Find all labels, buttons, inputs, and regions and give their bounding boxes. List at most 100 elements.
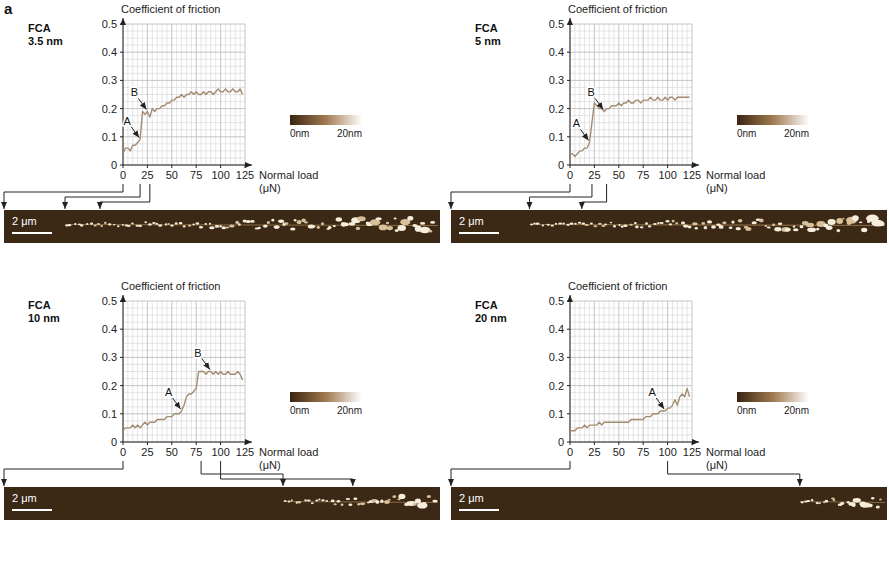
minor-grid [570,157,692,158]
wear-particle [267,221,270,224]
wear-particle [356,227,360,230]
y-axis-title: Coefficient of friction [568,3,667,15]
x-tick [692,442,693,445]
x-axis [570,165,699,166]
wear-features [283,494,438,509]
wear-particle [704,226,708,229]
wear-particle [360,502,365,505]
wear-particle [618,224,620,226]
wear-particle [348,503,352,506]
wear-particle [407,501,417,506]
x-axis-title: Normal load(μN) [259,169,318,194]
y-tick-label: 0.4 [549,323,564,335]
minor-grid [570,122,692,123]
grid-line [570,80,692,81]
annotation-arrow [138,98,146,109]
position-arrow [451,461,570,486]
wear-particle [311,502,314,504]
y-axis [123,295,124,442]
grid-line [570,108,692,109]
x-axis-title: Normal load(μN) [259,446,318,471]
wear-particle [419,227,430,234]
minor-grid [570,129,692,130]
wear-particle [816,228,819,231]
minor-grid [570,322,692,323]
x-tick-label: 100 [211,169,229,181]
wear-particle [104,222,107,224]
grid-line [692,301,693,442]
wear-particle [113,224,115,226]
x-axis [123,165,252,166]
y-tick [567,385,570,386]
minor-grid [123,434,245,435]
x-tick [245,165,246,168]
wear-particle [811,499,814,501]
y-tick [567,413,570,414]
grid-line [123,301,245,302]
wear-particle [333,225,336,227]
wear-particle [629,224,632,226]
wear-particle [215,225,219,228]
wear-particle [530,224,533,226]
wear-particle [284,222,288,225]
minor-grid [123,308,245,309]
position-arrow [100,184,150,209]
scale-bar [459,509,499,511]
wear-particle [836,218,843,224]
minor-grid [570,343,692,344]
figure: a025507510012500.10.20.30.40.5Coefficien… [0,0,889,570]
minor-grid [570,73,692,74]
y-tick [567,442,570,443]
wear-particle [582,222,586,224]
minor-grid [570,59,692,60]
wear-particle [97,223,101,225]
wear-particle [801,501,804,503]
y-tick-label: 0 [558,159,564,171]
x-tick-label: 125 [683,169,701,181]
grid-line [123,329,245,330]
annotation-label: B [587,86,594,98]
wear-particle [852,503,856,507]
y-tick-label: 0.3 [102,351,117,363]
y-tick [120,136,123,137]
wear-particle [307,499,311,501]
panel-label: a [4,0,13,17]
minor-grid [123,31,245,32]
panel-subtitle: 5 nm [475,35,501,47]
afm-image [451,487,887,520]
minor-grid [123,420,245,421]
grid-line [667,301,668,442]
wear-particle [196,222,200,225]
wear-particle [535,223,539,225]
grid-line [123,108,245,109]
wear-particle [245,220,250,223]
minor-grid [123,115,245,116]
wear-particle [90,223,93,225]
position-arrow [529,184,591,209]
minor-grid [570,350,692,351]
wear-particle [407,216,413,221]
wear-particle [681,222,685,225]
minor-grid [570,31,692,32]
y-tick-label: 0.3 [549,74,564,86]
wear-particle [640,226,644,228]
wear-particle [551,225,554,227]
y-tick [120,165,123,166]
grid [570,301,692,442]
wear-particle [645,222,648,225]
panel: 025507510012500.10.20.30.40.5Coefficient… [451,3,887,243]
wear-particle [867,504,873,508]
wear-particle [318,499,320,501]
grid-line [245,301,246,442]
y-tick-label: 0.3 [549,351,564,363]
position-arrow [201,461,283,486]
wear-features [65,216,438,233]
wear-particle [752,221,757,224]
x-tick-label: 75 [190,446,202,458]
wear-particle [807,500,811,502]
grid-line [643,301,644,442]
wear-particle [376,217,382,220]
wear-particle [199,226,203,229]
colorbar-label: 20nm [337,128,362,139]
y-tick [567,108,570,109]
